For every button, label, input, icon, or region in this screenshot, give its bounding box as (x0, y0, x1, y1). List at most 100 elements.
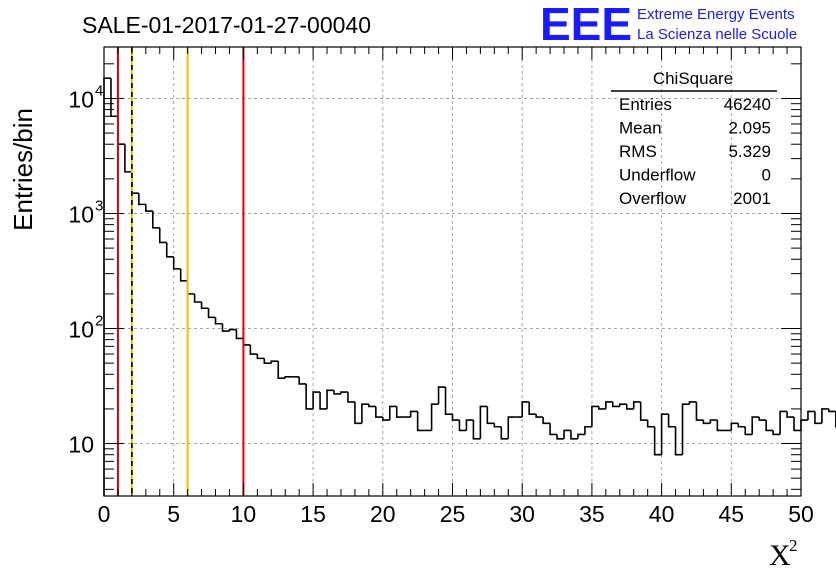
histogram-bin (298, 376, 307, 385)
stats-row-value: 0 (762, 166, 771, 185)
histogram-bin (151, 211, 160, 229)
chart-title: SALE-01-2017-01-27-00040 (82, 12, 371, 38)
histogram-bin (625, 404, 634, 410)
histogram-bin (368, 404, 376, 408)
histogram-bin (681, 403, 690, 455)
histogram-bin (793, 417, 801, 432)
histogram-bin (354, 401, 362, 425)
histogram-bin (228, 328, 237, 332)
histogram-bin (500, 426, 509, 440)
histogram-bin (131, 171, 139, 195)
histogram-bin (542, 417, 551, 425)
histogram-bin (779, 410, 788, 435)
x-axis-label-superscript: 2 (789, 536, 798, 555)
histogram-bin (465, 419, 474, 431)
histogram-bin (507, 416, 516, 439)
y-tick-label-exponent: 2 (95, 313, 103, 330)
x-tick-label: 50 (788, 501, 814, 527)
stats-row-value: 5.329 (728, 142, 771, 161)
histogram-bin (221, 323, 230, 332)
grid (104, 47, 801, 496)
histogram-bin (207, 308, 216, 319)
histogram-bin (270, 360, 279, 364)
y-tick-label: 10 (68, 201, 94, 227)
histogram-bin (653, 426, 662, 456)
histogram-bin (493, 423, 502, 428)
stats-row-value: 2.095 (728, 119, 771, 138)
histogram-bin (124, 144, 132, 173)
x-tick-label: 25 (440, 501, 466, 527)
y-tick-label: 10 (68, 317, 94, 343)
histogram-bin (758, 417, 767, 421)
x-tick-label: 15 (300, 501, 326, 527)
histogram-bin (375, 406, 383, 418)
x-tick-labels: 0 5 10 15 20 25 30 35 40 45 50 (98, 501, 814, 527)
histogram-bin (772, 430, 781, 436)
stats-box: ChiSquare Entries 46240 Mean 2.095 RMS 5.329 U… (611, 69, 777, 208)
histogram-bin (437, 386, 446, 405)
histogram-bin (737, 423, 746, 428)
x-tick-label: 30 (509, 501, 535, 527)
histogram-bin (305, 383, 314, 410)
histogram-bin (138, 193, 146, 206)
histogram-bin (765, 420, 774, 432)
histogram-bin (158, 227, 167, 244)
histogram-bin (193, 293, 202, 303)
x-axis-label-base: X (769, 539, 791, 572)
histogram-bin (786, 411, 795, 418)
histogram-bin (388, 405, 397, 421)
axis-ticks (103, 47, 802, 496)
histogram-bin (172, 256, 181, 270)
histogram-bin (632, 401, 641, 409)
y-tick-label: 10 (68, 432, 94, 458)
histogram-bin (186, 280, 195, 295)
stats-row-value: 2001 (733, 189, 771, 208)
histogram-bin (535, 414, 544, 418)
histogram-bin (709, 419, 718, 424)
histogram-bin (814, 411, 822, 425)
histogram-bin (235, 329, 244, 340)
histogram-bin (319, 392, 328, 410)
histogram-bin (674, 426, 683, 456)
histogram-bin (730, 422, 739, 431)
histogram-bin (618, 403, 627, 407)
histogram-bin (646, 420, 655, 428)
vertical-lines (116, 47, 245, 496)
histogram-bin (382, 417, 390, 421)
histogram-bin (214, 317, 223, 325)
x-tick-label: 35 (579, 501, 605, 527)
histogram-bin (347, 392, 355, 403)
histogram-bin (821, 408, 829, 424)
stats-title: ChiSquare (653, 69, 733, 88)
histogram-bin (277, 361, 286, 379)
histogram-bin (451, 414, 460, 421)
histogram-bin (667, 414, 676, 428)
histogram-bin (395, 406, 404, 418)
histogram-bin (333, 390, 341, 395)
histogram-bin (200, 302, 209, 310)
histogram-bin (165, 242, 174, 258)
histogram-bin (145, 204, 153, 212)
histogram-bin (110, 78, 118, 118)
histogram-bin (605, 401, 613, 409)
histogram-bin (444, 387, 453, 415)
histogram-bin (807, 410, 815, 421)
x-tick-label: 40 (649, 501, 675, 527)
eee-logo: EEE Extreme Energy Events La Scienza nel… (540, 0, 797, 50)
x-tick-label: 10 (231, 501, 257, 527)
histogram-bin (256, 354, 265, 360)
stats-row-label: Entries (619, 95, 672, 114)
histogram-bin (612, 401, 620, 408)
histogram-bin (688, 401, 697, 405)
histogram-bin (458, 420, 467, 432)
histogram-bin (179, 268, 188, 282)
histogram-bin (751, 416, 760, 435)
x-axis-label: X 2 (769, 536, 798, 572)
histogram-bin (486, 406, 495, 425)
histogram-bin (716, 420, 725, 432)
histogram-bin (263, 358, 272, 364)
histogram-bin (103, 77, 111, 496)
stats-rows: Entries 46240 Mean 2.095 RMS 5.329 Underflow 0 O… (619, 95, 771, 208)
histogram-bin (660, 413, 669, 455)
